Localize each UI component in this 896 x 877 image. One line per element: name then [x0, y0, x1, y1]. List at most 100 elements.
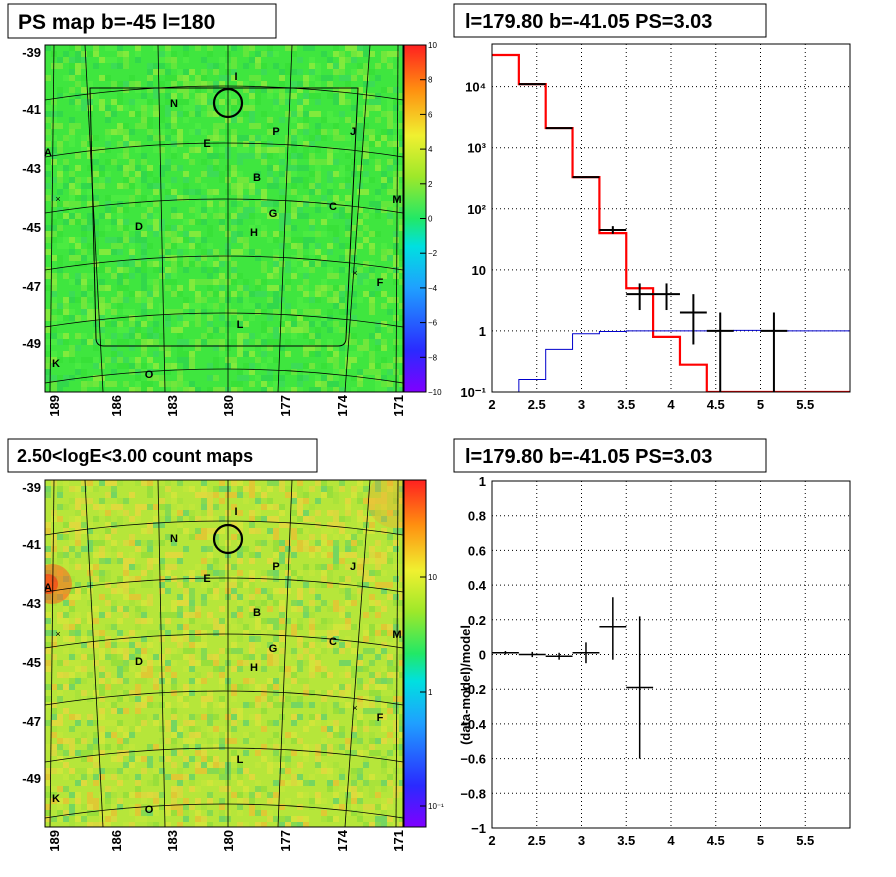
map-pixel: [303, 141, 309, 147]
map-pixel: [159, 768, 165, 774]
map-pixel: [153, 69, 159, 75]
source-label-g: G: [269, 643, 278, 655]
map-pixel: [87, 225, 93, 231]
map-pixel: [267, 273, 273, 279]
map-pixel: [99, 648, 105, 654]
map-pixel: [231, 291, 237, 297]
map-pixel: [147, 123, 153, 129]
map-pixel: [321, 321, 327, 327]
map-pixel: [279, 75, 285, 81]
map-pixel: [261, 690, 267, 696]
map-pixel: [237, 171, 243, 177]
map-pixel: [297, 321, 303, 327]
map-pixel: [345, 183, 351, 189]
spectrum-plot-area[interactable]: [492, 44, 850, 392]
map-pixel: [363, 147, 369, 153]
map-pixel: [75, 666, 81, 672]
map-pixel: [135, 333, 141, 339]
map-pixel: [231, 750, 237, 756]
map-pixel: [177, 726, 183, 732]
map-pixel: [303, 309, 309, 315]
map-pixel: [303, 177, 309, 183]
map-pixel: [375, 231, 381, 237]
map-pixel: [147, 582, 153, 588]
residual-plot-area[interactable]: [492, 481, 850, 828]
map-pixel: [99, 165, 105, 171]
ps-map-selected-circle[interactable]: [212, 87, 244, 119]
map-pixel: [285, 351, 291, 357]
map-pixel: [81, 618, 87, 624]
map-pixel: [207, 570, 213, 576]
map-pixel: [279, 540, 285, 546]
map-pixel: [237, 798, 243, 804]
map-pixel: [291, 159, 297, 165]
map-pixel: [123, 123, 129, 129]
map-pixel: [237, 582, 243, 588]
map-pixel: [165, 486, 171, 492]
count-map-selected-circle[interactable]: [212, 523, 244, 555]
map-pixel: [321, 129, 327, 135]
map-pixel: [381, 528, 387, 534]
map-pixel: [231, 654, 237, 660]
map-pixel: [201, 333, 207, 339]
map-pixel: [105, 768, 111, 774]
map-pixel: [189, 732, 195, 738]
map-pixel: [357, 720, 363, 726]
map-pixel: [81, 678, 87, 684]
map-pixel: [81, 381, 87, 387]
map-pixel: [81, 279, 87, 285]
map-pixel: [285, 684, 291, 690]
map-pixel: [255, 618, 261, 624]
map-pixel: [105, 57, 111, 63]
map-pixel: [75, 51, 81, 57]
map-pixel: [339, 243, 345, 249]
map-pixel: [189, 189, 195, 195]
map-pixel: [345, 231, 351, 237]
map-pixel: [123, 540, 129, 546]
x-tick-label: 4: [667, 833, 675, 848]
map-pixel: [201, 486, 207, 492]
map-pixel: [117, 618, 123, 624]
map-pixel: [399, 123, 403, 129]
map-pixel: [75, 720, 81, 726]
map-pixel: [51, 636, 57, 642]
map-pixel: [303, 564, 309, 570]
map-pixel: [393, 624, 399, 630]
map-pixel: [339, 582, 345, 588]
map-pixel: [177, 594, 183, 600]
source-label-j: J: [350, 126, 356, 138]
map-pixel: [309, 189, 315, 195]
map-pixel: [117, 99, 123, 105]
map-pixel: [147, 387, 153, 392]
map-pixel: [297, 69, 303, 75]
source-label-b: B: [253, 172, 261, 184]
map-pixel: [327, 564, 333, 570]
map-pixel: [87, 552, 93, 558]
map-pixel: [153, 660, 159, 666]
map-pixel: [117, 207, 123, 213]
map-pixel: [183, 738, 189, 744]
map-pixel: [147, 594, 153, 600]
map-pixel: [255, 546, 261, 552]
map-pixel: [237, 522, 243, 528]
map-pixel: [261, 159, 267, 165]
map-pixel: [69, 816, 75, 822]
map-pixel: [291, 576, 297, 582]
map-pixel: [303, 183, 309, 189]
map-pixel: [363, 684, 369, 690]
map-pixel: [387, 708, 393, 714]
map-pixel: [309, 333, 315, 339]
map-pixel: [249, 570, 255, 576]
map-pixel: [327, 297, 333, 303]
map-pixel: [333, 225, 339, 231]
map-pixel: [159, 129, 165, 135]
map-pixel: [105, 600, 111, 606]
map-pixel: [117, 243, 123, 249]
map-pixel: [207, 624, 213, 630]
map-pixel: [177, 111, 183, 117]
map-pixel: [387, 768, 393, 774]
longitude-line: [344, 480, 371, 827]
map-pixel: [87, 600, 93, 606]
map-pixel: [177, 321, 183, 327]
map-pixel: [303, 660, 309, 666]
